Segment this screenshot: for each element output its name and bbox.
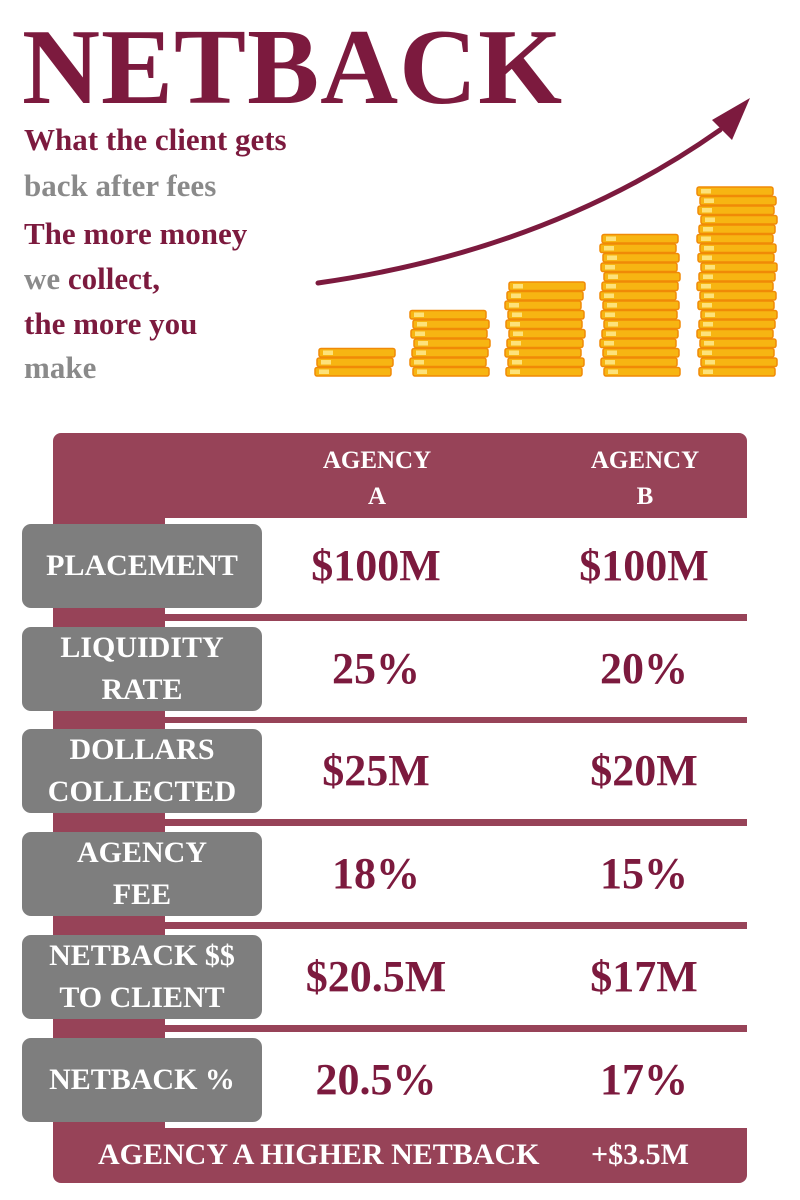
row-label-line: COLLECTED xyxy=(47,775,237,808)
coin-stack-icon xyxy=(504,281,586,377)
value-agency-a: 25% xyxy=(332,644,420,693)
tagline-line-3: The more money xyxy=(24,216,248,251)
growth-illustration xyxy=(314,98,778,377)
coin-stack-icon xyxy=(696,186,778,377)
tagline-line-1: What the client gets xyxy=(24,122,287,157)
row-label-line: AGENCY xyxy=(76,836,207,869)
value-agency-b: 20% xyxy=(600,644,688,693)
value-agency-b: 15% xyxy=(600,849,688,898)
value-agency-a: 20.5% xyxy=(315,1055,437,1104)
column-header-agency-a: AGENCY A xyxy=(297,443,457,515)
tagline-line-4: we collect, xyxy=(24,263,160,294)
tagline-line-6: make xyxy=(24,350,97,385)
row-label: DOLLARS COLLECTED xyxy=(22,729,262,813)
tagline-line-5: the more you xyxy=(24,306,198,341)
value-agency-a: $20.5M xyxy=(305,952,447,1001)
value-agency-b: $100M xyxy=(579,541,709,590)
rising-arrow-icon xyxy=(315,127,723,286)
table-row xyxy=(165,826,747,922)
column-header-line: A xyxy=(367,483,387,510)
tagline-line-2: back after fees xyxy=(24,168,217,203)
row-label: NETBACK $$ TO CLIENT xyxy=(22,935,262,1019)
table-row xyxy=(165,518,747,614)
column-header-line: AGENCY xyxy=(322,447,432,474)
table-row xyxy=(165,621,747,717)
value-agency-b: $20M xyxy=(590,746,698,795)
row-label: PLACEMENT xyxy=(22,524,262,608)
summary-value: +$3.5M xyxy=(591,1138,689,1171)
summary-label: AGENCY A HIGHER NETBACK xyxy=(98,1138,540,1171)
row-label: NETBACK % xyxy=(22,1038,262,1122)
coin-stack-icon xyxy=(314,347,396,377)
value-agency-a: $25M xyxy=(322,746,430,795)
value-agency-a: $100M xyxy=(311,541,441,590)
page-title: NETBACK xyxy=(22,8,564,127)
value-agency-b: 17% xyxy=(600,1055,688,1104)
tagline-line-4a: we xyxy=(24,261,68,296)
row-label-line: NETBACK $$ xyxy=(49,939,235,972)
row-label-line: DOLLARS xyxy=(69,733,215,766)
coin-stack-icon xyxy=(409,309,491,377)
row-label-line: NETBACK % xyxy=(49,1063,235,1096)
table-row xyxy=(165,1032,747,1128)
row-label: LIQUIDITY RATE xyxy=(22,627,262,711)
column-header-agency-b: AGENCY B xyxy=(565,443,725,515)
value-agency-b: $17M xyxy=(590,952,698,1001)
row-label-line: TO CLIENT xyxy=(59,981,225,1014)
row-label-line: FEE xyxy=(112,878,172,911)
row-label-line: PLACEMENT xyxy=(46,549,238,582)
row-label: AGENCY FEE xyxy=(22,832,262,916)
value-agency-a: 18% xyxy=(332,849,420,898)
arrow-head-icon xyxy=(712,98,750,140)
tagline-line-4b: collect, xyxy=(67,261,160,296)
column-header-line: AGENCY xyxy=(590,447,700,474)
table-row xyxy=(165,723,747,819)
coin-stack-icon xyxy=(599,233,681,377)
table-row xyxy=(165,929,747,1025)
row-label-line: RATE xyxy=(101,673,183,706)
column-header-line: B xyxy=(636,483,654,510)
row-label-line: LIQUIDITY xyxy=(60,631,224,664)
netback-summary: AGENCY A HIGHER NETBACK +$3.5M xyxy=(53,1128,747,1183)
